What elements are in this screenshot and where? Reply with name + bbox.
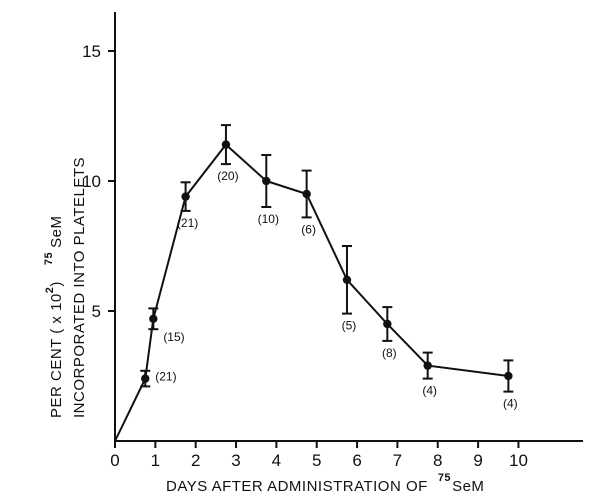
x-tick-label: 1 [151,451,160,470]
data-point [141,374,150,383]
series: (21) (15) (21) (20) (10) (6) (5) (8) (4) (4) [114,124,518,442]
x-tick-label: 7 [393,451,402,470]
x-tick-label: 3 [231,451,240,470]
y-axis-title-line1: PER CENT ( x 102)75SeM [43,216,65,418]
sample-size-label: (15) [163,330,184,344]
sample-size-label: (10) [258,212,279,226]
x-tick-label: 9 [473,451,482,470]
y-axis-title-line2: INCORPORATED INTO PLATELETS [71,157,88,418]
x-axis-title: DAYS AFTER ADMINISTRATION OF 75SeM [166,472,484,495]
x-tick-label: 5 [312,451,321,470]
sample-size-label: (8) [382,346,397,360]
series-line [114,143,509,442]
data-point [221,140,231,149]
y-tick-label: 15 [82,42,101,61]
sample-size-label: (5) [342,319,357,333]
sample-size-label: (4) [422,384,437,398]
data-point [302,189,311,199]
x-tick-label: 8 [433,451,442,470]
sample-size-label: (21) [177,216,198,230]
sample-size-label: (21) [155,370,176,384]
data-point [262,176,271,186]
sample-size-label: (6) [301,222,316,236]
x-ticks: 0 1 2 3 4 5 6 7 8 9 10 [110,441,528,470]
x-tick-label: 10 [509,451,528,470]
data-point [149,314,158,323]
x-tick-label: 4 [272,451,281,470]
sample-size-label: (4) [503,397,518,411]
data-point [181,192,190,201]
x-tick-label: 0 [110,451,119,470]
data-point [383,319,392,329]
x-tick-label: 6 [352,451,361,470]
sample-size-label: (20) [217,169,238,183]
data-point [423,361,432,370]
y-tick-label: 5 [92,302,101,321]
y-ticks: 5 10 15 [82,42,115,321]
data-point [504,371,513,381]
x-tick-label: 2 [191,451,200,470]
data-point [342,275,352,284]
y-tick-label: 10 [82,172,101,191]
